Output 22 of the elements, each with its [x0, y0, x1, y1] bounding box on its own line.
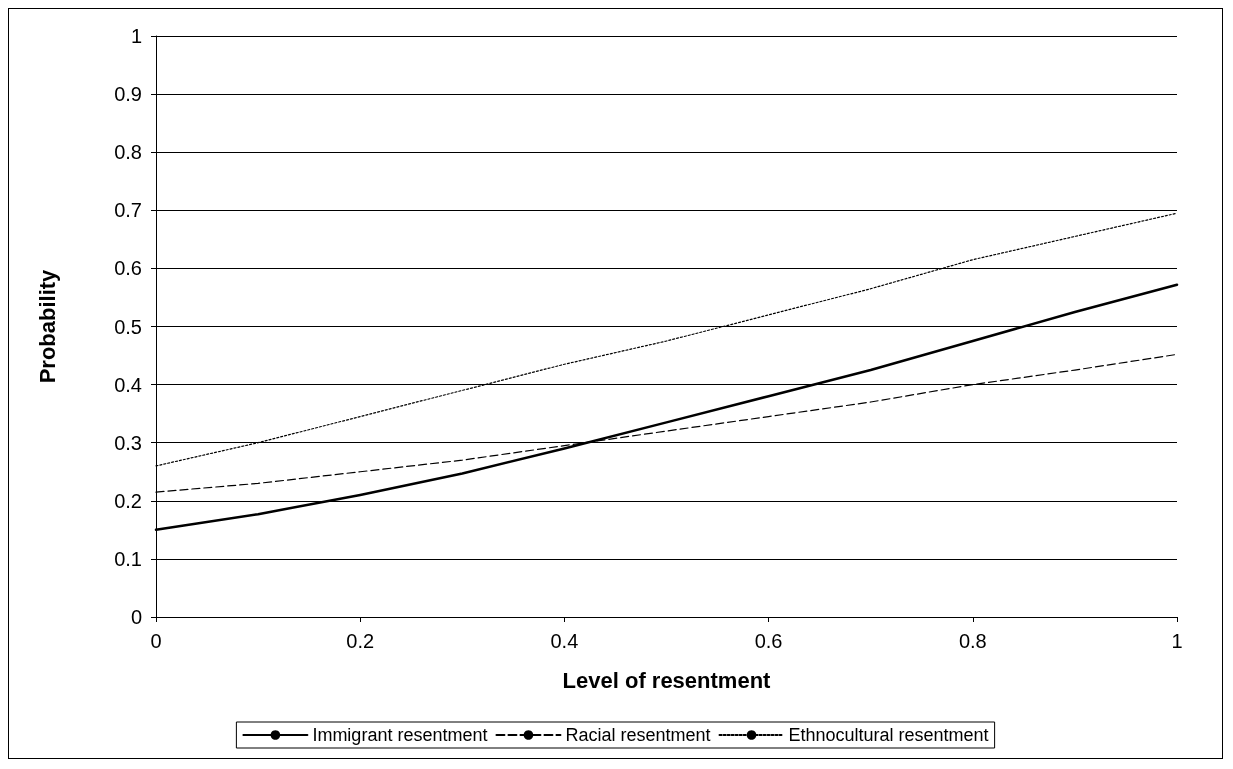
x-tick-label: 0.8 — [958, 630, 987, 652]
legend-label: Immigrant resentment — [312, 725, 488, 745]
x-tick-label: 1 — [1171, 630, 1183, 652]
y-tick-label: 0.7 — [114, 199, 142, 222]
y-axis-title: Probability — [34, 268, 60, 384]
x-tick-label: 0.4 — [550, 630, 579, 652]
y-tick-label: 1 — [130, 25, 142, 47]
x-tick-label: 0.6 — [754, 630, 783, 652]
y-tick-label: 0.3 — [114, 431, 142, 454]
y-tick-label: 0.6 — [114, 257, 142, 280]
y-tick-label: 0.8 — [114, 141, 142, 164]
x-tick-label: 0.2 — [346, 630, 375, 652]
y-tick-label: 0.2 — [114, 489, 142, 512]
y-tick-label: 0.9 — [114, 83, 142, 106]
x-axis-title: Level of resentment — [562, 667, 772, 693]
y-tick-label: 0.4 — [114, 373, 142, 396]
legend-label: Ethnocultural resentment — [788, 725, 989, 745]
y-tick-label: 0 — [130, 606, 142, 628]
legend-label: Racial resentment — [565, 725, 711, 745]
y-tick-label: 0.5 — [114, 315, 142, 338]
y-tick-label: 0.1 — [114, 547, 142, 570]
x-tick-label: 0 — [150, 630, 162, 652]
